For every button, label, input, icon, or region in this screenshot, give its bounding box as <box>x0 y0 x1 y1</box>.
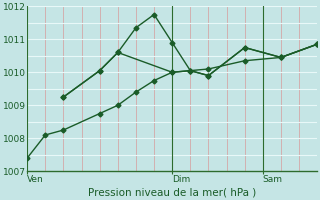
X-axis label: Pression niveau de la mer( hPa ): Pression niveau de la mer( hPa ) <box>88 187 256 197</box>
